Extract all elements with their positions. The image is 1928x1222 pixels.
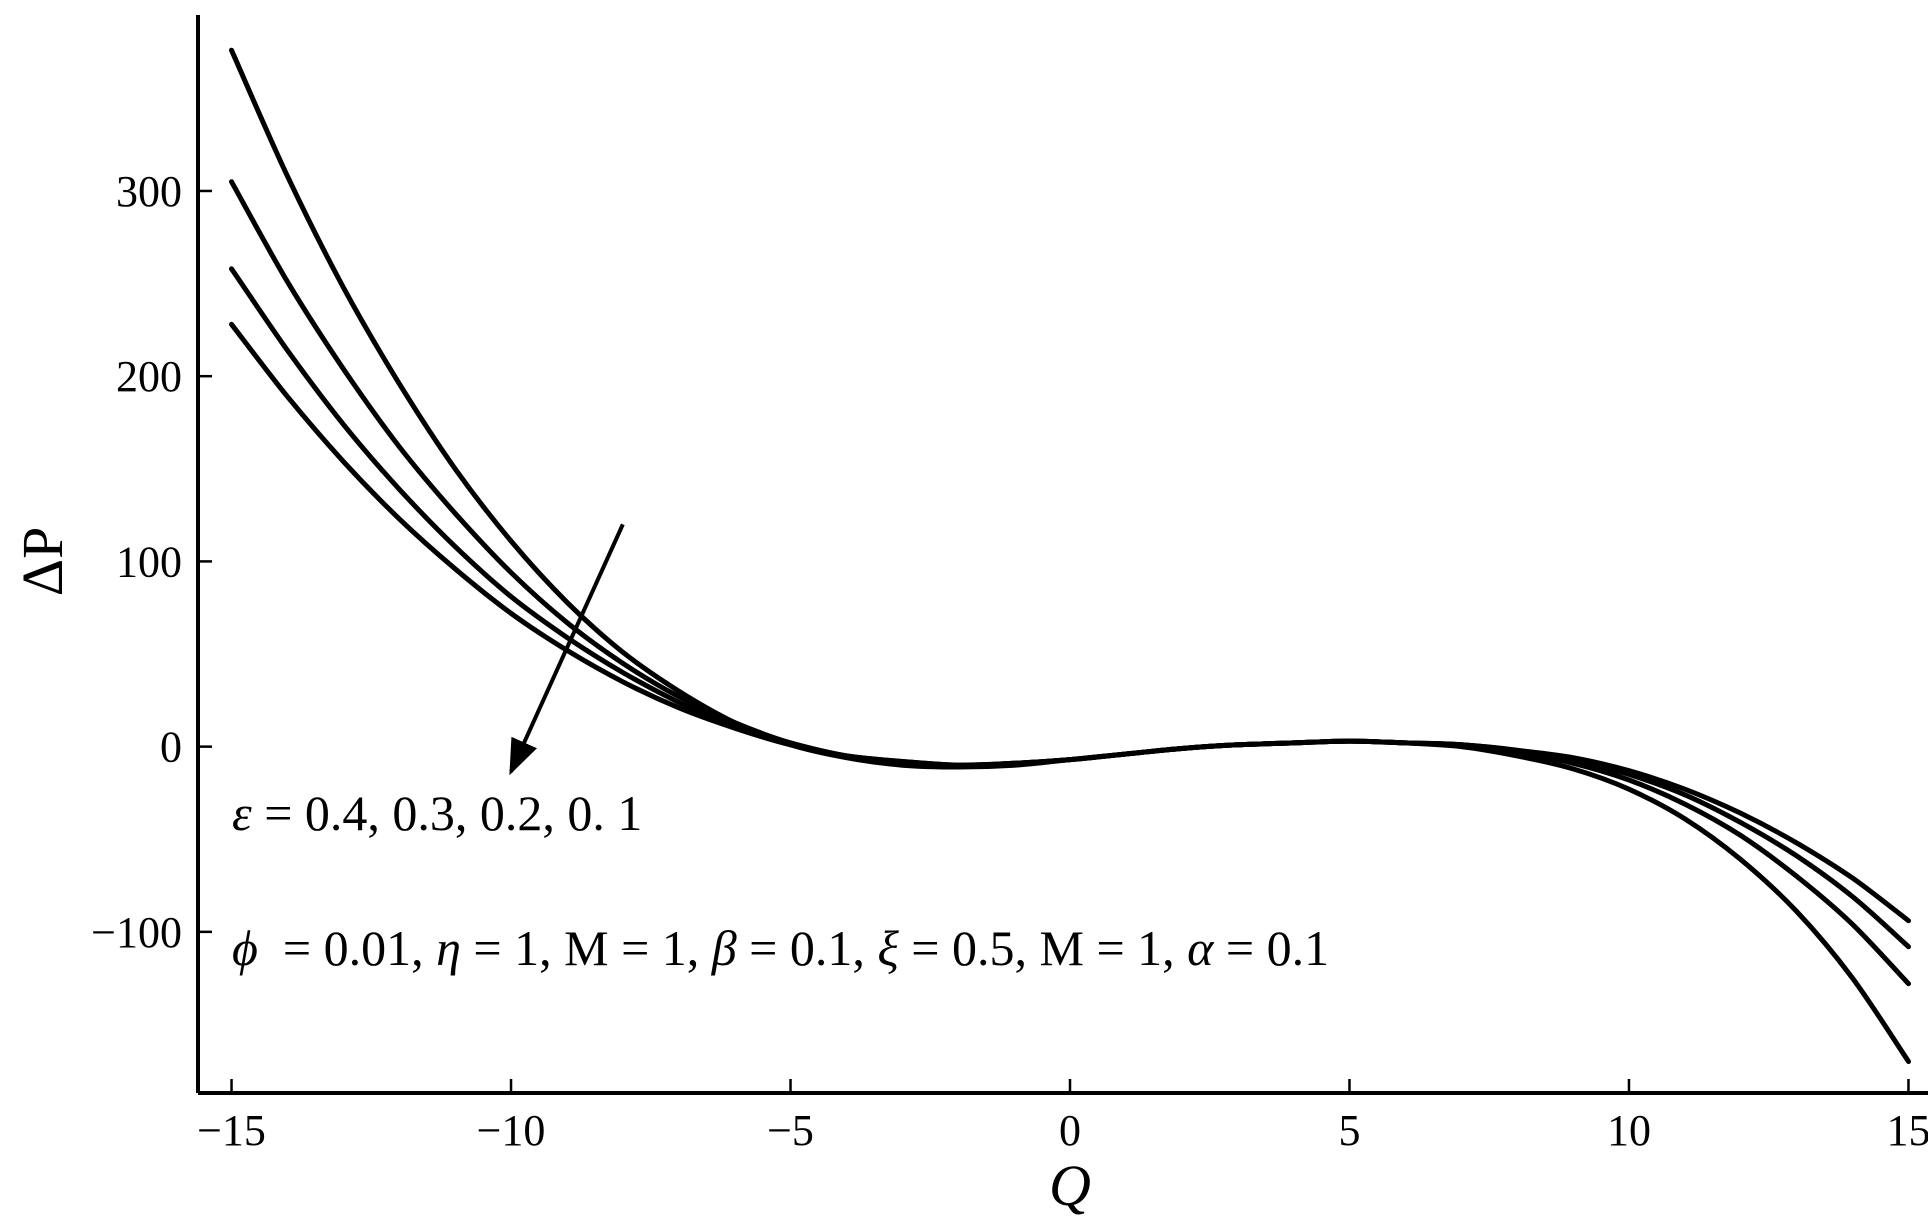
annotation-epsilon: ε = 0.4, 0.3, 0.2, 0. 1 — [232, 785, 642, 841]
param-eta-symbol: η — [436, 920, 461, 976]
y-tick-label: −100 — [91, 908, 182, 957]
x-tick-label: −15 — [197, 1106, 266, 1155]
series-line-3 — [229, 266, 1911, 950]
param-phi-value: = 0.01, — [258, 920, 436, 976]
series-line-1 — [229, 47, 1911, 1064]
annotation-epsilon-symbol: ε — [232, 785, 252, 841]
y-tick-label: 300 — [116, 167, 182, 216]
x-tick-label: 10 — [1607, 1106, 1651, 1155]
param-eta-value: = 1, M = 1, — [461, 920, 712, 976]
param-beta-value: = 0.1, — [737, 920, 878, 976]
annotation-epsilon-values: = 0.4, 0.3, 0.2, 0. 1 — [252, 785, 643, 841]
x-tick-label: −5 — [767, 1106, 814, 1155]
param-xi-symbol: ξ — [877, 920, 899, 976]
axes — [196, 15, 1928, 1095]
series-line-2 — [229, 179, 1911, 987]
x-axis-title: Q — [1049, 1153, 1091, 1218]
y-tick-label: 200 — [116, 352, 182, 401]
param-beta-symbol: β — [711, 920, 737, 976]
param-phi-symbol: ϕ — [232, 920, 258, 976]
param-alpha-value: = 0.1 — [1213, 920, 1329, 976]
x-tick-label: 5 — [1338, 1106, 1360, 1155]
x-tick-label: 15 — [1886, 1106, 1928, 1155]
direction-arrow — [509, 523, 625, 776]
y-axis-title: ΔP — [10, 527, 75, 597]
x-tick-label: −10 — [477, 1106, 546, 1155]
x-tick-label: 0 — [1059, 1106, 1081, 1155]
param-xi-value: = 0.5, M = 1, — [899, 920, 1187, 976]
y-tick-label: 0 — [160, 723, 182, 772]
x-ticks: −15 −10 −5 0 5 10 15 — [197, 1079, 1928, 1155]
y-tick-label: 100 — [116, 537, 182, 586]
param-alpha-symbol: α — [1187, 920, 1215, 976]
annotation-parameters: ϕ = 0.01, η = 1, M = 1, β = 0.1, ξ = 0.5… — [232, 920, 1329, 976]
series-line-4 — [229, 321, 1911, 924]
series-group — [229, 47, 1911, 1064]
y-ticks: −100 0 100 200 300 — [91, 167, 212, 957]
